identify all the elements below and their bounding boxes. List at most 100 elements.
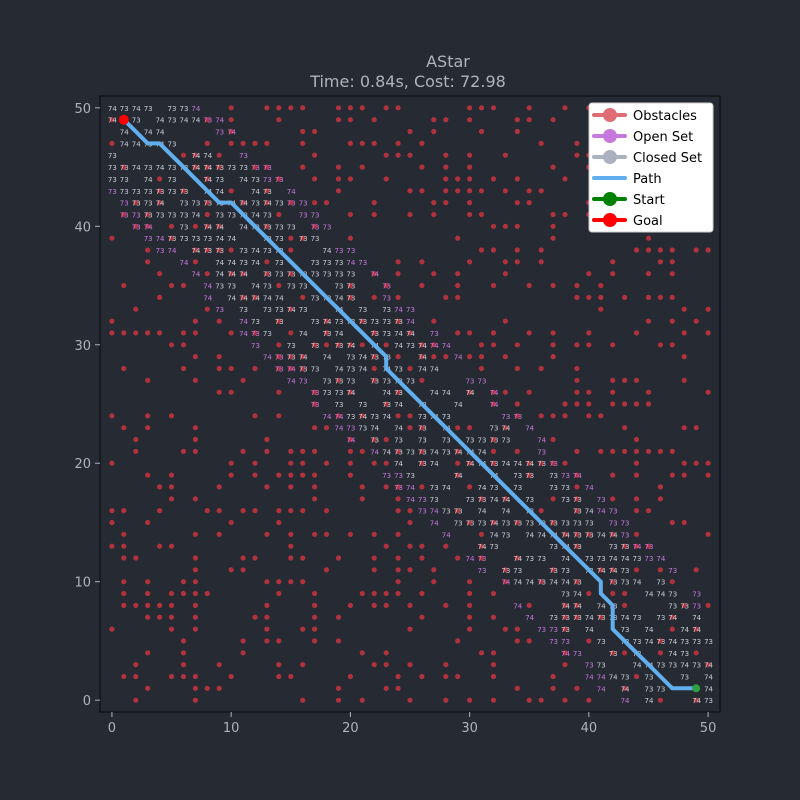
x-tick-label: 50 <box>700 721 717 736</box>
obstacle-dot <box>347 342 353 348</box>
obstacle-dot <box>574 448 580 454</box>
closed-set-label: 73 <box>537 460 546 468</box>
obstacle-dot <box>216 152 222 158</box>
closed-set-label: 73 <box>346 271 355 279</box>
obstacle-dot <box>407 697 413 703</box>
obstacle-dot <box>121 602 127 609</box>
open-set-label: 73 <box>215 306 224 314</box>
open-set-label: 74 <box>394 306 403 314</box>
closed-set-label: 73 <box>549 614 558 622</box>
closed-set-label: 73 <box>287 223 296 231</box>
obstacle-dot <box>443 200 449 206</box>
closed-set-label: 73 <box>215 247 224 255</box>
obstacle-dot <box>526 200 532 206</box>
obstacle-dot <box>288 200 294 206</box>
obstacle-dot <box>705 460 711 466</box>
legend: Obstacles Open Set Closed Set Path Start Goal <box>588 102 714 233</box>
closed-set-label: 73 <box>406 472 415 480</box>
obstacle-dot <box>347 472 353 478</box>
obstacle-dot <box>347 448 353 454</box>
closed-set-label: 74 <box>215 223 224 231</box>
obstacle-dot <box>669 579 675 585</box>
closed-set-label: 73 <box>335 401 344 409</box>
obstacle-dot <box>490 401 497 407</box>
closed-set-label: 74 <box>370 425 379 433</box>
obstacle-dot <box>168 602 175 609</box>
x-tick-label: 40 <box>581 721 598 736</box>
closed-set-label: 74 <box>144 129 153 137</box>
obstacle-dot <box>121 211 127 218</box>
closed-set-label: 73 <box>382 306 391 314</box>
closed-set-label: 73 <box>561 484 570 492</box>
closed-set-label: 74 <box>346 342 355 350</box>
obstacle-dot <box>502 318 508 324</box>
obstacle-dot <box>276 662 282 668</box>
obstacle-dot <box>681 306 687 312</box>
obstacle-dot <box>395 555 401 561</box>
closed-set-label: 74 <box>144 176 153 184</box>
obstacle-dot <box>383 650 389 656</box>
obstacle-dot <box>347 389 353 395</box>
obstacle-dot <box>383 152 389 158</box>
obstacle-dot <box>168 543 175 549</box>
closed-set-label: 73 <box>573 520 582 528</box>
open-set-label: 74 <box>621 697 630 705</box>
obstacle-dot <box>598 567 604 573</box>
obstacle-dot <box>168 223 175 229</box>
closed-set-label: 73 <box>227 283 236 291</box>
obstacle-dot <box>288 247 294 253</box>
obstacle-dot <box>586 389 592 395</box>
obstacle-dot <box>204 223 210 229</box>
obstacle-dot <box>645 294 652 300</box>
obstacle-dot <box>467 602 473 609</box>
obstacle-dot <box>550 235 556 241</box>
obstacle-dot <box>359 496 365 502</box>
closed-set-label: 74 <box>382 389 391 397</box>
obstacle-dot <box>312 590 318 597</box>
obstacle-dot <box>276 638 282 644</box>
obstacle-dot <box>228 188 234 194</box>
obstacle-dot <box>228 330 234 336</box>
obstacle-dot <box>240 377 246 383</box>
obstacle-dot <box>383 543 389 549</box>
obstacle-dot <box>121 425 127 431</box>
y-tick-label: 30 <box>74 339 91 354</box>
obstacle-dot <box>109 543 115 549</box>
obstacle-dot <box>192 496 198 502</box>
closed-set-label: 74 <box>239 271 248 279</box>
obstacle-dot <box>383 282 389 289</box>
obstacle-dot <box>288 531 294 537</box>
obstacle-dot <box>538 697 544 703</box>
open-set-label: 73 <box>382 294 391 302</box>
obstacle-dot <box>395 389 401 395</box>
open-set-label: 74 <box>287 188 296 196</box>
open-set-label: 74 <box>585 674 594 682</box>
obstacle-dot <box>478 211 485 218</box>
obstacle-dot <box>359 448 365 454</box>
obstacle-dot <box>276 318 282 324</box>
obstacle-dot <box>681 354 687 360</box>
obstacle-dot <box>383 685 389 691</box>
obstacle-dot <box>180 590 187 597</box>
open-set-label: 73 <box>621 531 630 539</box>
closed-set-label: 74 <box>251 247 260 255</box>
obstacle-dot <box>121 365 127 372</box>
legend-label-closed-set: Closed Set <box>633 151 702 166</box>
obstacle-dot <box>145 413 151 419</box>
closed-set-label: 73 <box>108 164 117 172</box>
closed-set-label: 74 <box>656 591 665 599</box>
obstacle-dot <box>502 496 508 502</box>
open-set-label: 74 <box>561 650 570 658</box>
open-set-label: 74 <box>287 366 296 374</box>
open-set-label: 73 <box>513 413 522 421</box>
obstacle-dot <box>467 484 473 490</box>
obstacle-dot <box>419 282 425 289</box>
obstacle-dot <box>431 200 437 206</box>
obstacle-dot <box>467 354 473 360</box>
obstacle-dot <box>121 531 127 537</box>
closed-set-label: 73 <box>490 437 499 445</box>
closed-set-label: 73 <box>418 425 427 433</box>
obstacle-dot <box>633 330 640 336</box>
closed-set-label: 73 <box>370 437 379 445</box>
obstacle-dot <box>610 259 616 265</box>
